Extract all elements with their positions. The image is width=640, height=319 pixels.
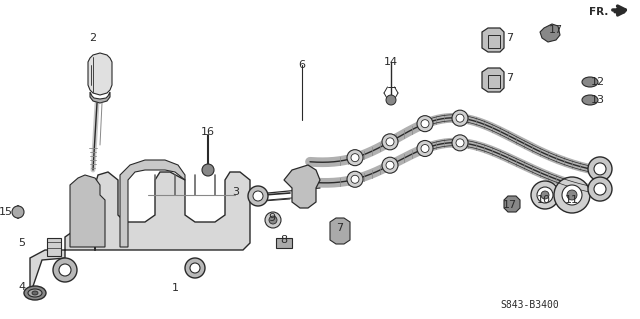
Polygon shape — [30, 172, 250, 295]
Circle shape — [594, 163, 606, 175]
Text: 8: 8 — [280, 235, 287, 245]
Text: 2: 2 — [90, 33, 97, 43]
Circle shape — [265, 212, 281, 228]
Ellipse shape — [32, 291, 38, 295]
Text: 7: 7 — [506, 73, 513, 83]
Circle shape — [253, 191, 263, 201]
Polygon shape — [482, 28, 504, 52]
Circle shape — [537, 187, 553, 203]
Ellipse shape — [24, 286, 46, 300]
Text: 11: 11 — [565, 195, 579, 205]
Circle shape — [531, 181, 559, 209]
Circle shape — [386, 161, 394, 169]
Bar — [488, 75, 500, 88]
Circle shape — [185, 258, 205, 278]
Circle shape — [588, 157, 612, 181]
Circle shape — [452, 110, 468, 126]
Circle shape — [456, 139, 464, 147]
Circle shape — [347, 171, 363, 187]
Circle shape — [382, 134, 398, 150]
Circle shape — [562, 185, 582, 205]
Polygon shape — [540, 24, 560, 42]
Circle shape — [386, 138, 394, 146]
Text: 6: 6 — [298, 60, 305, 70]
Circle shape — [456, 114, 464, 122]
Text: 3: 3 — [232, 187, 239, 197]
Ellipse shape — [28, 289, 42, 297]
Circle shape — [588, 177, 612, 201]
Text: 4: 4 — [19, 282, 26, 292]
Text: 17: 17 — [503, 200, 517, 210]
Polygon shape — [504, 196, 520, 212]
Polygon shape — [284, 165, 320, 208]
Circle shape — [382, 157, 398, 173]
Text: 15: 15 — [0, 207, 13, 217]
Ellipse shape — [582, 95, 598, 105]
Text: 13: 13 — [591, 95, 605, 105]
Polygon shape — [70, 175, 105, 247]
Text: FR.: FR. — [589, 7, 608, 17]
Circle shape — [567, 190, 577, 200]
Circle shape — [421, 145, 429, 152]
Polygon shape — [120, 160, 185, 247]
Polygon shape — [330, 218, 350, 244]
Text: 16: 16 — [201, 127, 215, 137]
Circle shape — [248, 186, 268, 206]
Circle shape — [594, 183, 606, 195]
Circle shape — [417, 116, 433, 132]
Circle shape — [12, 206, 24, 218]
Text: 1: 1 — [172, 283, 179, 293]
Bar — [47, 238, 61, 256]
Circle shape — [554, 177, 590, 213]
Text: 14: 14 — [384, 57, 398, 67]
Polygon shape — [88, 53, 112, 95]
Text: 17: 17 — [549, 25, 563, 35]
Circle shape — [59, 264, 71, 276]
Circle shape — [417, 140, 433, 157]
Text: 7: 7 — [337, 223, 344, 233]
Bar — [488, 35, 500, 48]
Text: 12: 12 — [591, 77, 605, 87]
Ellipse shape — [582, 77, 598, 87]
Circle shape — [452, 135, 468, 151]
Bar — [276, 238, 292, 248]
Circle shape — [351, 154, 359, 162]
Circle shape — [202, 164, 214, 176]
Polygon shape — [90, 92, 110, 103]
Circle shape — [269, 216, 277, 224]
Text: 7: 7 — [506, 33, 513, 43]
Text: 10: 10 — [537, 195, 551, 205]
Circle shape — [386, 95, 396, 105]
Circle shape — [351, 175, 359, 183]
Text: 9: 9 — [268, 213, 276, 223]
Circle shape — [53, 258, 77, 282]
Circle shape — [347, 150, 363, 166]
Text: S843-B3400: S843-B3400 — [500, 300, 559, 310]
Circle shape — [190, 263, 200, 273]
Circle shape — [541, 191, 549, 199]
Polygon shape — [482, 68, 504, 92]
Circle shape — [421, 120, 429, 128]
Text: 5: 5 — [19, 238, 26, 248]
